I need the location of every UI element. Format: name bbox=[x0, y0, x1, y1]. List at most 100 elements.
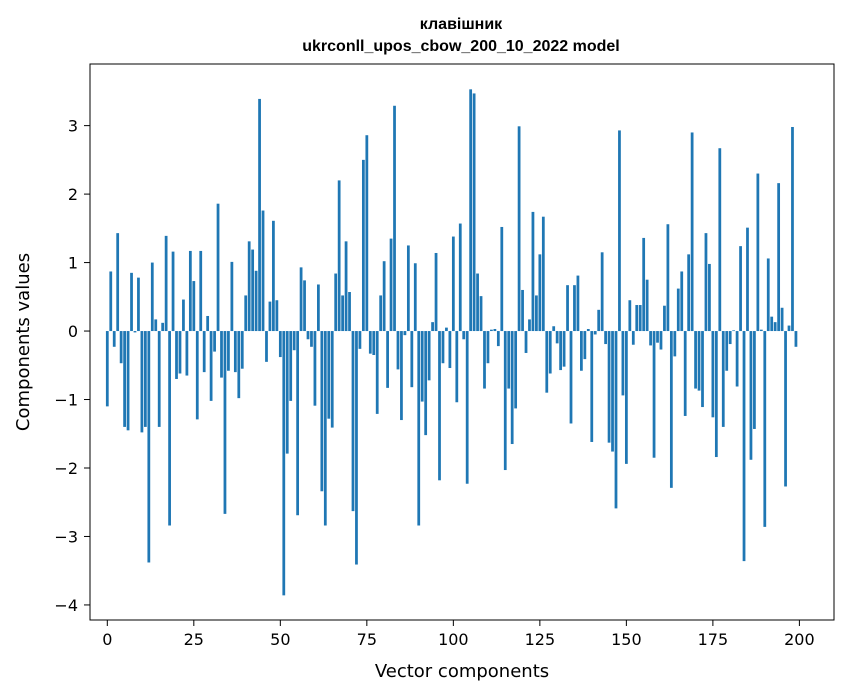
bar-component-59 bbox=[310, 331, 313, 347]
bar-component-14 bbox=[154, 319, 158, 332]
bar-component-180 bbox=[728, 331, 732, 345]
bar-component-195 bbox=[780, 307, 784, 332]
bar-component-165 bbox=[676, 288, 680, 332]
y-tick-label: 3 bbox=[68, 117, 78, 136]
bar-component-112 bbox=[493, 328, 497, 332]
bar-component-91 bbox=[420, 331, 424, 402]
bar-component-2 bbox=[112, 331, 116, 347]
bar-component-143 bbox=[600, 252, 604, 332]
bar-component-179 bbox=[725, 331, 729, 371]
bar-component-41 bbox=[247, 241, 251, 332]
bar-component-189 bbox=[759, 329, 763, 332]
bar-component-69 bbox=[344, 241, 348, 332]
x-axis-label: Vector components bbox=[375, 661, 549, 682]
bar-component-32 bbox=[216, 203, 220, 332]
bar-component-131 bbox=[559, 331, 563, 371]
bar-component-141 bbox=[593, 331, 597, 335]
bar-component-144 bbox=[604, 331, 607, 345]
x-tick-label: 150 bbox=[611, 630, 642, 649]
chart-title-line-2: ukrconll_upos_cbow_200_10_2022 model bbox=[302, 38, 619, 55]
bar-component-168 bbox=[687, 254, 691, 332]
bar-component-154 bbox=[638, 305, 642, 332]
x-tick-label: 75 bbox=[357, 630, 377, 649]
bar-component-83 bbox=[393, 105, 396, 332]
bar-component-191 bbox=[766, 258, 770, 332]
plot-area-frame bbox=[89, 63, 835, 621]
bar-component-5 bbox=[123, 331, 126, 427]
bar-component-42 bbox=[251, 249, 255, 332]
bar-component-92 bbox=[424, 331, 428, 436]
bar-component-123 bbox=[531, 211, 535, 332]
bar-component-7 bbox=[130, 272, 133, 332]
bar-component-1 bbox=[109, 271, 113, 332]
bar-component-138 bbox=[583, 331, 587, 360]
bar-component-49 bbox=[275, 300, 279, 332]
bar-component-103 bbox=[462, 331, 466, 340]
bar-component-186 bbox=[749, 331, 753, 460]
bar-component-62 bbox=[320, 331, 324, 492]
bar-component-157 bbox=[649, 331, 652, 346]
bar-component-185 bbox=[746, 227, 749, 332]
bar-component-76 bbox=[368, 331, 372, 354]
bar-component-198 bbox=[791, 126, 794, 332]
bar-component-23 bbox=[185, 331, 189, 376]
bar-component-27 bbox=[199, 250, 203, 332]
bar-component-28 bbox=[202, 331, 206, 373]
bar-component-163 bbox=[669, 331, 673, 488]
bar-component-139 bbox=[586, 328, 590, 332]
x-tick-label: 125 bbox=[525, 630, 556, 649]
bar-component-84 bbox=[396, 331, 400, 370]
bar-component-176 bbox=[714, 331, 718, 458]
bar-component-117 bbox=[510, 331, 514, 445]
bar-component-190 bbox=[763, 331, 767, 527]
bar-component-167 bbox=[683, 331, 687, 416]
bar-component-40 bbox=[244, 295, 248, 332]
bar-component-95 bbox=[434, 252, 438, 332]
chart-title-line-1: клавішник bbox=[420, 16, 503, 33]
bar-component-118 bbox=[514, 331, 518, 409]
bar-component-129 bbox=[552, 326, 556, 332]
x-tick-label: 50 bbox=[270, 630, 290, 649]
y-tick-label: −3 bbox=[54, 527, 78, 546]
bar-component-196 bbox=[784, 331, 787, 487]
bar-component-93 bbox=[427, 331, 431, 381]
bar-component-73 bbox=[358, 331, 362, 349]
bar-component-22 bbox=[182, 299, 185, 332]
bar-component-60 bbox=[313, 331, 317, 406]
bar-component-170 bbox=[694, 331, 697, 389]
bar-component-142 bbox=[597, 309, 601, 332]
bar-component-116 bbox=[507, 331, 511, 389]
bar-component-101 bbox=[455, 331, 459, 403]
bar-component-145 bbox=[607, 331, 611, 443]
bar-component-44 bbox=[258, 98, 261, 332]
bar-component-156 bbox=[645, 279, 649, 332]
bar-component-104 bbox=[465, 331, 469, 484]
bar-component-51 bbox=[282, 331, 286, 596]
bar-component-65 bbox=[330, 331, 334, 428]
x-tick-label: 100 bbox=[438, 630, 469, 649]
bar-component-25 bbox=[192, 281, 196, 332]
bar-component-197 bbox=[787, 325, 791, 332]
bar-component-164 bbox=[673, 331, 677, 357]
bar-component-21 bbox=[178, 331, 182, 374]
bar-component-152 bbox=[631, 331, 635, 345]
bar-component-124 bbox=[535, 295, 538, 332]
bar-component-66 bbox=[334, 273, 338, 332]
bar-component-184 bbox=[742, 331, 746, 562]
bar-component-15 bbox=[157, 331, 161, 427]
bar-component-6 bbox=[126, 331, 130, 431]
bar-component-109 bbox=[483, 331, 486, 389]
bar-component-20 bbox=[175, 331, 178, 379]
bar-component-94 bbox=[431, 322, 434, 332]
bar-component-193 bbox=[773, 322, 777, 332]
bar-component-90 bbox=[417, 331, 421, 526]
bar-component-74 bbox=[361, 159, 365, 332]
bar-component-172 bbox=[701, 331, 704, 408]
bar-component-155 bbox=[642, 237, 646, 332]
bar-component-75 bbox=[365, 135, 369, 332]
bar-component-153 bbox=[635, 305, 639, 332]
bar-component-173 bbox=[704, 233, 708, 332]
bar-component-89 bbox=[413, 263, 417, 332]
bar-component-126 bbox=[541, 216, 545, 332]
bar-component-46 bbox=[265, 331, 268, 362]
